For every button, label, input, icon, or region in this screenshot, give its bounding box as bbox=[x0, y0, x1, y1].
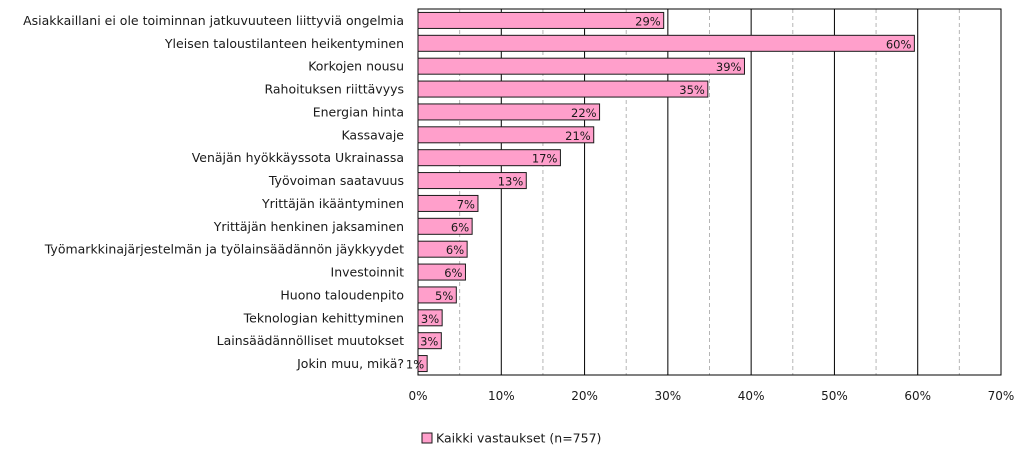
data-label: 17% bbox=[532, 152, 558, 166]
data-label: 6% bbox=[444, 266, 462, 280]
x-tick-label: 10% bbox=[488, 389, 515, 403]
bar bbox=[417, 332, 442, 350]
bar bbox=[417, 103, 601, 121]
x-tick-label: 0% bbox=[408, 389, 427, 403]
bar bbox=[417, 240, 468, 258]
legend-label: Kaikki vastaukset (n=757) bbox=[436, 431, 601, 446]
bar bbox=[417, 34, 915, 52]
data-label: 3% bbox=[420, 335, 438, 349]
bar bbox=[417, 286, 457, 304]
bar bbox=[417, 263, 466, 281]
data-label: 5% bbox=[435, 289, 453, 303]
data-label: 29% bbox=[635, 14, 661, 28]
bar bbox=[417, 217, 473, 235]
x-tick-label: 50% bbox=[821, 389, 848, 403]
category-label: Teknologian kehittyminen bbox=[243, 310, 404, 325]
x-tick-label: 70% bbox=[988, 389, 1015, 403]
bar bbox=[417, 126, 595, 144]
data-label: 6% bbox=[446, 243, 464, 257]
data-label: 13% bbox=[498, 175, 524, 189]
data-label: 7% bbox=[457, 197, 475, 211]
category-label: Investoinnit bbox=[331, 265, 405, 280]
category-label: Työmarkkinajärjestelmän ja työlainsäädän… bbox=[44, 242, 404, 257]
data-label: 3% bbox=[421, 312, 439, 326]
data-label: 39% bbox=[716, 60, 742, 74]
category-label: Venäjän hyökkäyssota Ukrainassa bbox=[192, 150, 404, 165]
x-tick-label: 20% bbox=[571, 389, 598, 403]
category-label: Yrittäjän ikääntyminen bbox=[261, 196, 404, 211]
x-tick-label: 40% bbox=[738, 389, 765, 403]
bar bbox=[417, 11, 665, 29]
category-label: Jokin muu, mikä? bbox=[296, 356, 404, 371]
bar bbox=[417, 355, 428, 373]
data-label: 6% bbox=[451, 220, 469, 234]
data-label: 60% bbox=[886, 37, 912, 51]
category-label: Asiakkaillani ei ole toiminnan jatkuvuut… bbox=[23, 13, 404, 28]
category-label: Kassavaje bbox=[341, 127, 404, 142]
data-label: 21% bbox=[565, 129, 591, 143]
category-label: Huono taloudenpito bbox=[280, 287, 404, 302]
bar bbox=[417, 149, 561, 167]
category-label: Korkojen nousu bbox=[308, 59, 404, 74]
bar bbox=[417, 172, 527, 190]
category-label: Yrittäjän henkinen jaksaminen bbox=[213, 219, 404, 234]
category-label: Rahoituksen riittävyys bbox=[264, 82, 404, 97]
category-label: Lainsäädännölliset muutokset bbox=[217, 333, 404, 348]
data-label: 1% bbox=[406, 358, 424, 372]
data-label: 35% bbox=[679, 83, 705, 97]
category-label: Yleisen taloustilanteen heikentyminen bbox=[164, 36, 404, 51]
category-label: Työvoiman saatavuus bbox=[268, 173, 404, 188]
category-label: Energian hinta bbox=[313, 104, 404, 119]
x-tick-label: 30% bbox=[655, 389, 682, 403]
data-label: 22% bbox=[571, 106, 597, 120]
plot-frame bbox=[417, 8, 1002, 376]
bar bbox=[417, 194, 479, 212]
x-tick-label: 60% bbox=[904, 389, 931, 403]
legend-swatch bbox=[421, 432, 433, 444]
bar bbox=[417, 57, 745, 75]
bar bbox=[417, 80, 709, 98]
bar bbox=[417, 309, 443, 327]
